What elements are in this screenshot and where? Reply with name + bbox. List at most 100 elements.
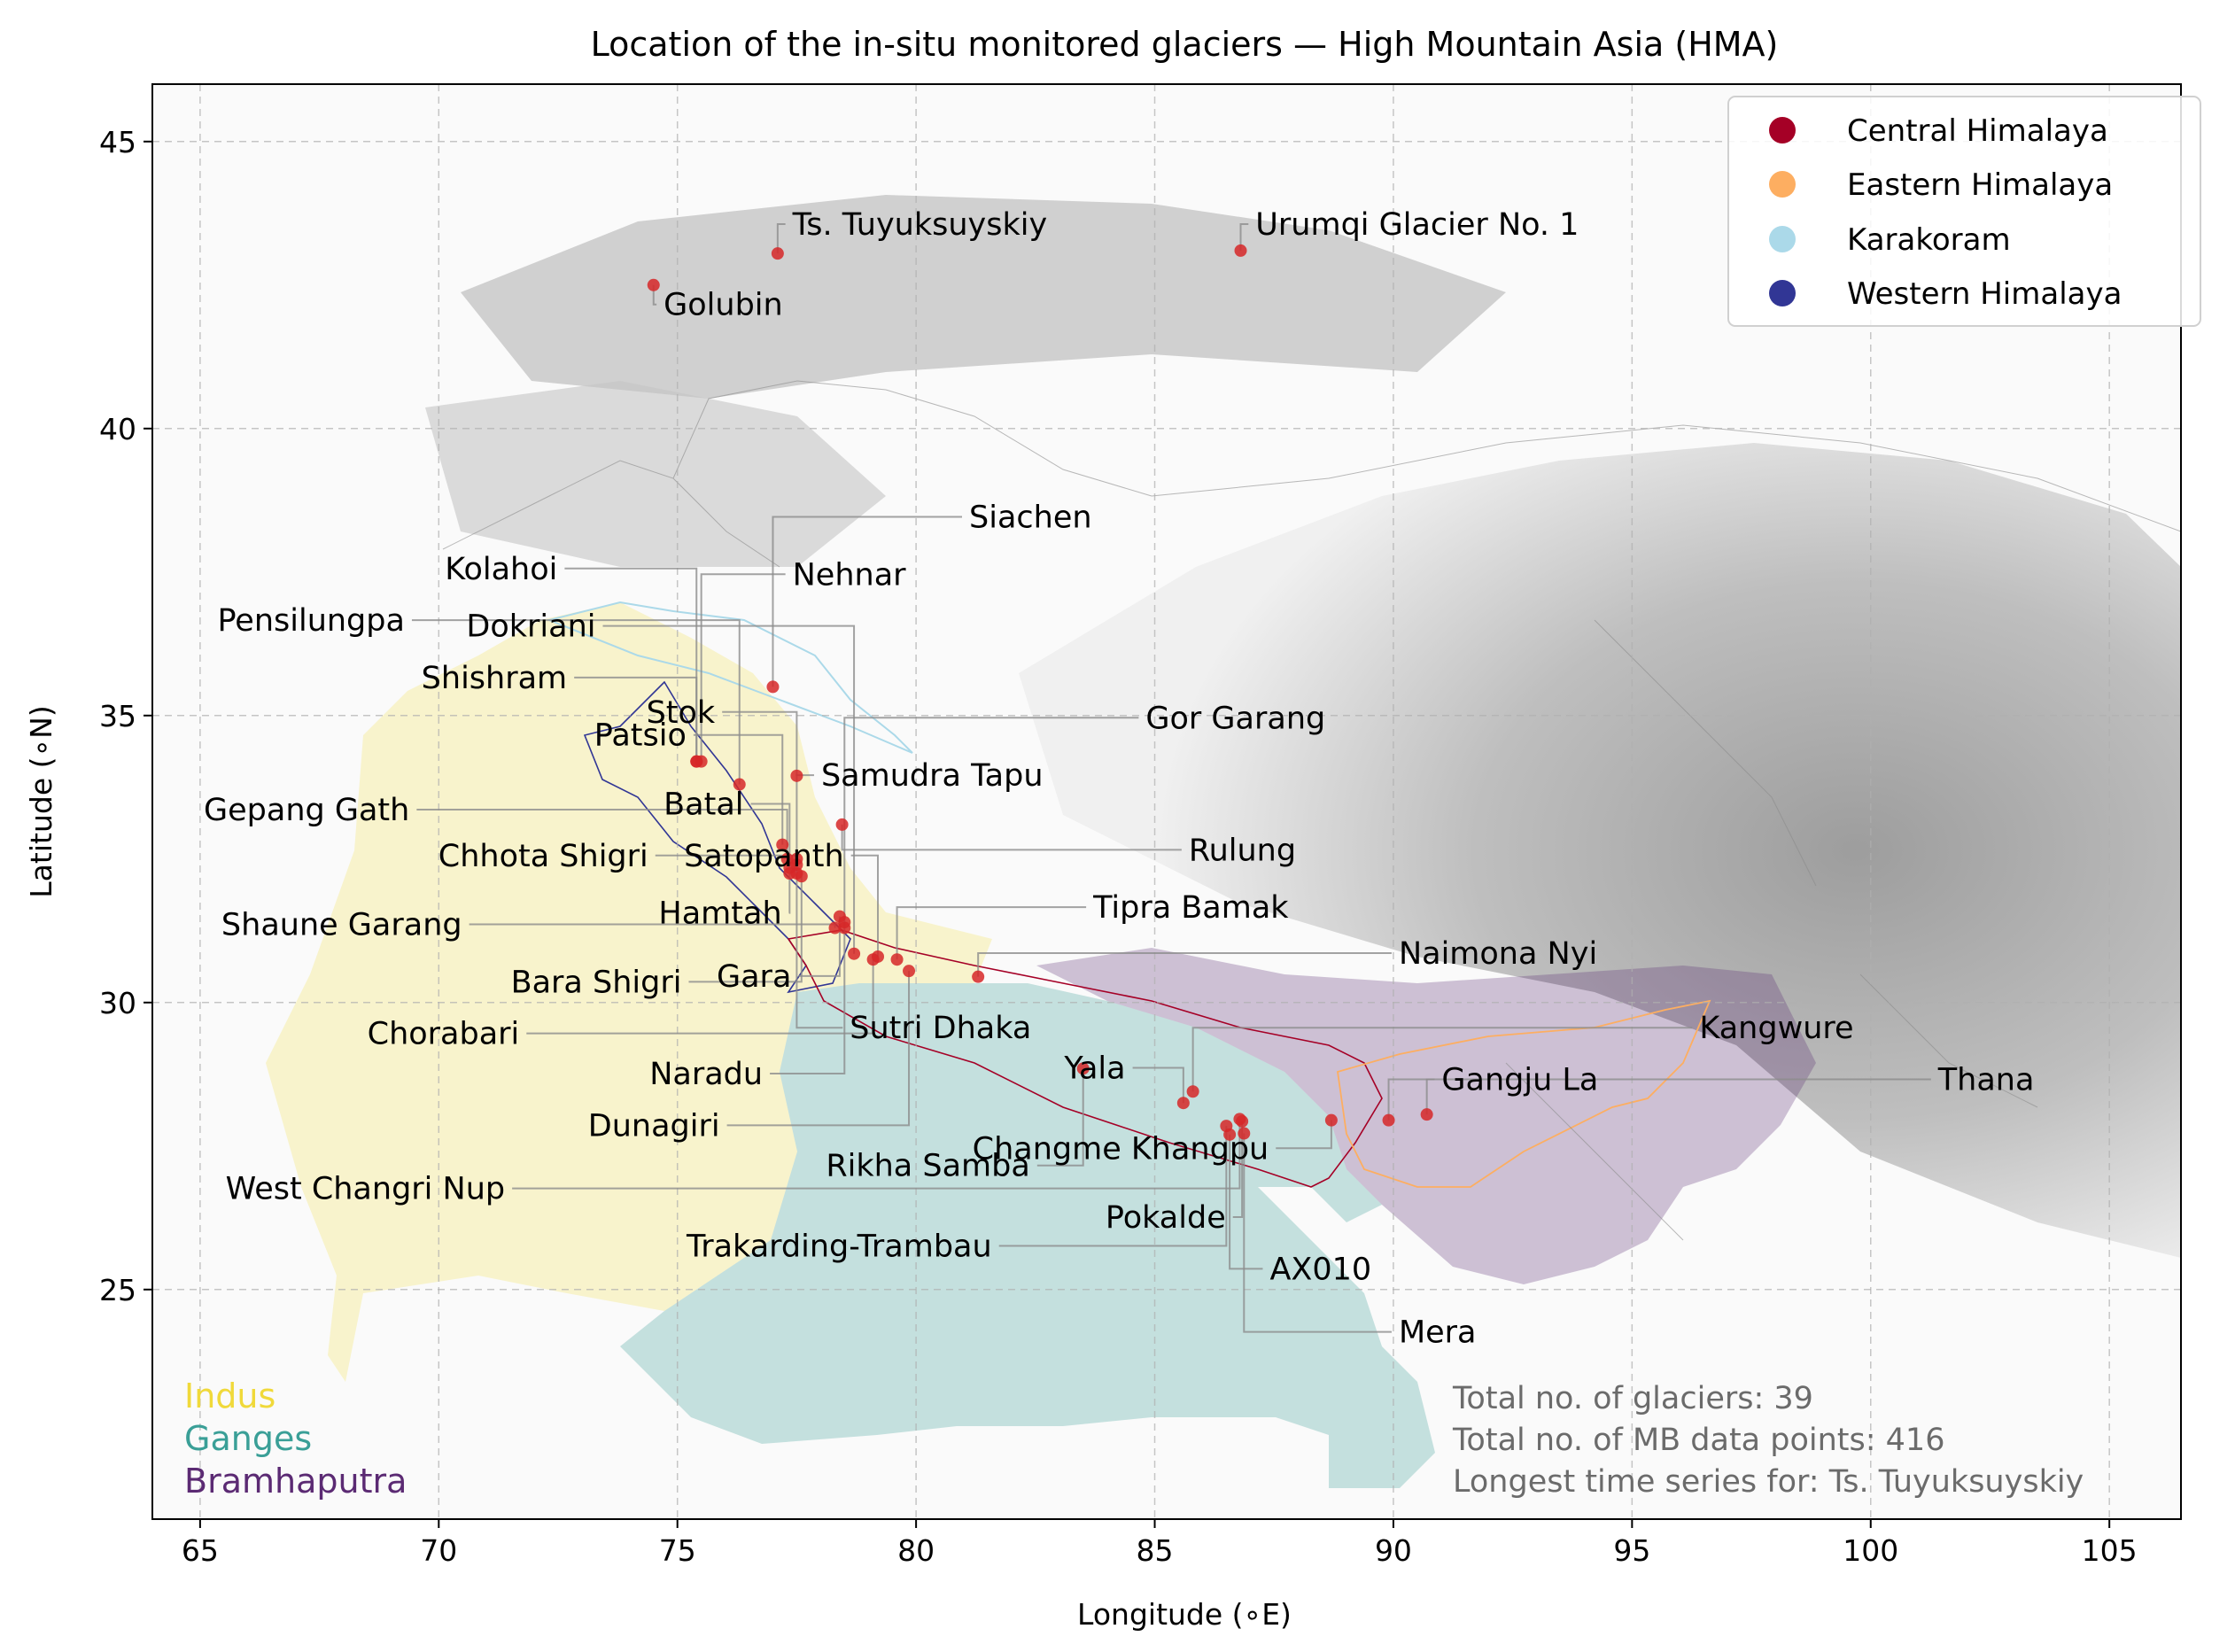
glacier-label: Chorabari (368, 1017, 520, 1052)
y-tick-label: 45 (99, 125, 136, 159)
glacier-marker (733, 778, 746, 791)
glacier-marker (783, 867, 796, 880)
glacier-label: Nehnar (793, 557, 907, 593)
leader-line (841, 824, 1182, 851)
glacier-marker (690, 755, 703, 768)
glacier-label: Chhota Shigri (438, 839, 648, 874)
glacier-label: Naimona Nyi (1399, 936, 1597, 972)
leader-line (788, 873, 791, 914)
leader-line (1229, 1134, 1263, 1270)
glacier-label: Siachen (969, 500, 1092, 535)
glacier-label: AX010 (1269, 1252, 1371, 1287)
summary-mb-points: Total no. of MB data points: 416 (1452, 1423, 1944, 1458)
glacier-label: Rikha Samba (826, 1149, 1030, 1184)
glacier-marker (848, 947, 861, 960)
leader-line (1132, 1066, 1184, 1104)
indus-basin (266, 602, 992, 1382)
legend-box (1727, 96, 2201, 327)
y-axis: 25 30 35 40 45 (99, 125, 152, 1307)
y-tick-label: 35 (99, 699, 136, 733)
glacier-label: Thana (1937, 1063, 2035, 1098)
glacier-label: Shishram (422, 661, 567, 696)
glacier-marker (771, 247, 784, 260)
glacier-marker (1076, 1062, 1090, 1075)
terrain-relief-pamir (425, 381, 886, 567)
x-tick-label: 85 (1137, 1533, 1174, 1568)
glacier-marker (866, 953, 880, 966)
map-title: Location of the in-situ monitored glacie… (591, 25, 1779, 64)
leader-line (750, 803, 791, 868)
leader-line (850, 854, 880, 957)
basin-label-bramhaputra: Bramhaputra (184, 1462, 407, 1501)
leader-line (843, 717, 1139, 928)
y-tick-label: 40 (99, 412, 136, 446)
glacier-marker (1234, 244, 1247, 257)
glacier-marker (890, 953, 904, 966)
y-axis-label: Latitude (∘N) (24, 705, 58, 897)
leader-line (798, 916, 841, 977)
leader-line (726, 971, 911, 1127)
glacier-label: Samudra Tapu (821, 758, 1044, 794)
x-tick-label: 80 (897, 1533, 935, 1568)
leader-line (1276, 1120, 1332, 1150)
glacier-label: Urumqi Glacier No. 1 (1255, 207, 1579, 243)
legend-label-eastern-himalaya: Eastern Himalaya (1847, 167, 2113, 203)
glacier-label: Kangwure (1699, 1011, 1853, 1046)
glacier-label: Sutri Dhaka (850, 1011, 1031, 1046)
leader-line (770, 922, 846, 1075)
legend-marker-karakoram (1769, 226, 1796, 252)
x-tick-label: 95 (1613, 1533, 1650, 1568)
summary-longest-series: Longest time series for: Ts. Tuyuksuyski… (1453, 1464, 2084, 1500)
legend: Central Himalaya Eastern Himalaya Karako… (1727, 96, 2201, 327)
leader-line (602, 624, 856, 954)
glacier-marker (835, 818, 849, 831)
leader-line (1239, 223, 1249, 251)
glacier-markers (647, 244, 1433, 1141)
leader-line (512, 1119, 1241, 1190)
leader-line (776, 223, 786, 254)
central-himalaya-boundary (787, 929, 1383, 1188)
leader-line (1036, 1068, 1084, 1167)
glacier-label: Yala (1063, 1051, 1125, 1087)
glacier-marker (790, 769, 803, 782)
ganges-basin (620, 983, 1435, 1488)
glacier-label: Shaune Garang (221, 908, 462, 943)
x-tick-label: 75 (659, 1533, 696, 1568)
x-tick-label: 105 (2082, 1533, 2138, 1568)
glacier-label: Gangju La (1441, 1063, 1598, 1098)
glacier-label: Naradu (649, 1057, 763, 1092)
y-tick-label: 25 (99, 1273, 136, 1307)
leader-line (998, 1126, 1228, 1247)
leader-line (411, 619, 741, 785)
glacier-marker (795, 870, 808, 883)
glacier-label: Golubin (664, 288, 783, 323)
x-tick-label: 90 (1375, 1533, 1412, 1568)
x-axis: 65 70 75 80 85 90 95 100 105 (182, 1519, 2138, 1568)
legend-label-western-himalaya: Western Himalaya (1847, 276, 2122, 312)
glacier-label: Dunagiri (588, 1108, 720, 1144)
glacier-label: Batal (664, 787, 743, 822)
glacier-label: Pokalde (1106, 1200, 1226, 1236)
leader-line (1243, 1133, 1392, 1333)
glacier-label: Patsio (594, 718, 687, 754)
glacier-marker (647, 278, 660, 291)
glacier-marker (1238, 1127, 1251, 1140)
glacier-label: Ts. Tuyuksuyskiy (792, 207, 1048, 243)
legend-marker-western-himalaya (1769, 280, 1796, 306)
glacier-marker (1236, 1114, 1249, 1128)
basin-labels: Indus Ganges Bramhaputra (184, 1377, 407, 1501)
leader-line (977, 951, 1392, 977)
glacier-label: Dokriani (466, 609, 595, 645)
glacier-label: Trakarding-Trambau (686, 1229, 992, 1264)
country-borders (442, 380, 2181, 1241)
glacier-label: Gara (717, 959, 791, 995)
glacier-marker (838, 916, 851, 929)
glacier-marker (766, 680, 780, 694)
leader-line (700, 573, 786, 762)
leader-line (1232, 1121, 1244, 1219)
glacier-marker (972, 970, 985, 983)
x-tick-label: 70 (420, 1533, 457, 1568)
glacier-marker (828, 921, 842, 935)
terrain-relief-tibet (1019, 443, 2181, 1258)
